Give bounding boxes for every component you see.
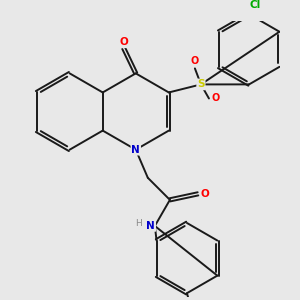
Text: O: O: [119, 37, 128, 47]
Text: O: O: [191, 56, 199, 66]
Text: O: O: [201, 189, 209, 199]
Text: N: N: [146, 221, 155, 231]
Text: S: S: [197, 80, 205, 89]
Text: Cl: Cl: [250, 0, 261, 10]
Text: O: O: [212, 94, 220, 103]
Text: N: N: [131, 145, 140, 155]
Text: H: H: [135, 219, 142, 228]
